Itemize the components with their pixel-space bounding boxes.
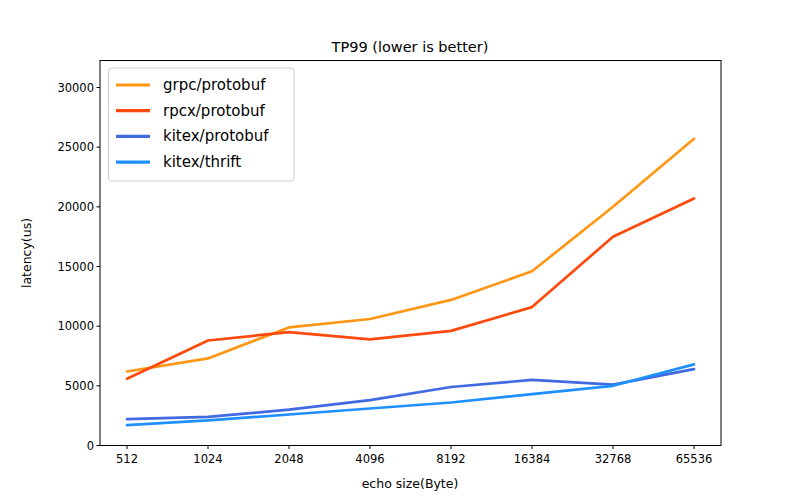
legend-label-kitex-thrift: kitex/thrift xyxy=(163,153,241,171)
x-tick-label: 16384 xyxy=(514,452,551,466)
series-line-rpcx-protobuf xyxy=(127,199,694,379)
x-tick-label: 4096 xyxy=(355,452,384,466)
legend-label-grpc-protobuf: grpc/protobuf xyxy=(163,76,266,94)
legend-label-rpcx-protobuf: rpcx/protobuf xyxy=(163,102,265,120)
tp99-latency-benchmark-chart: 0 5000 10000 15000 20000 25000 30000 512 1024 204… xyxy=(0,0,800,500)
legend: grpc/protobuf rpcx/protobuf kitex/protobuf… xyxy=(109,68,295,181)
y-tick-label: 15000 xyxy=(57,260,94,274)
x-tick-label: 8192 xyxy=(436,452,465,466)
x-tick-label: 1024 xyxy=(193,452,222,466)
x-tick-label: 65536 xyxy=(676,452,713,466)
x-axis-label: echo size(Byte) xyxy=(362,476,459,491)
y-tick-label: 20000 xyxy=(57,200,94,214)
chart-canvas: 0 5000 10000 15000 20000 25000 30000 512 1024 204… xyxy=(0,0,800,500)
y-tick-label: 30000 xyxy=(57,81,94,95)
legend-label-kitex-protobuf: kitex/protobuf xyxy=(163,127,269,145)
y-tick-label: 25000 xyxy=(57,140,94,154)
y-tick-label: 10000 xyxy=(57,319,94,333)
y-tick-label: 0 xyxy=(87,439,94,453)
x-tick-label: 2048 xyxy=(274,452,303,466)
y-tick-label: 5000 xyxy=(65,379,94,393)
x-tick-label: 512 xyxy=(116,452,138,466)
y-axis-label: latency(us) xyxy=(19,218,34,288)
series-line-kitex-protobuf xyxy=(127,369,694,419)
chart-title: TP99 (lower is better) xyxy=(331,39,489,55)
x-tick-label: 32768 xyxy=(595,452,632,466)
